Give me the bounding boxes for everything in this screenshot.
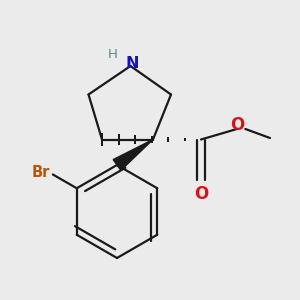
Text: N: N (125, 56, 139, 70)
Text: Br: Br (32, 165, 50, 180)
Text: O: O (194, 185, 208, 203)
Text: H: H (108, 48, 118, 61)
Text: O: O (230, 116, 245, 134)
Polygon shape (113, 140, 153, 170)
